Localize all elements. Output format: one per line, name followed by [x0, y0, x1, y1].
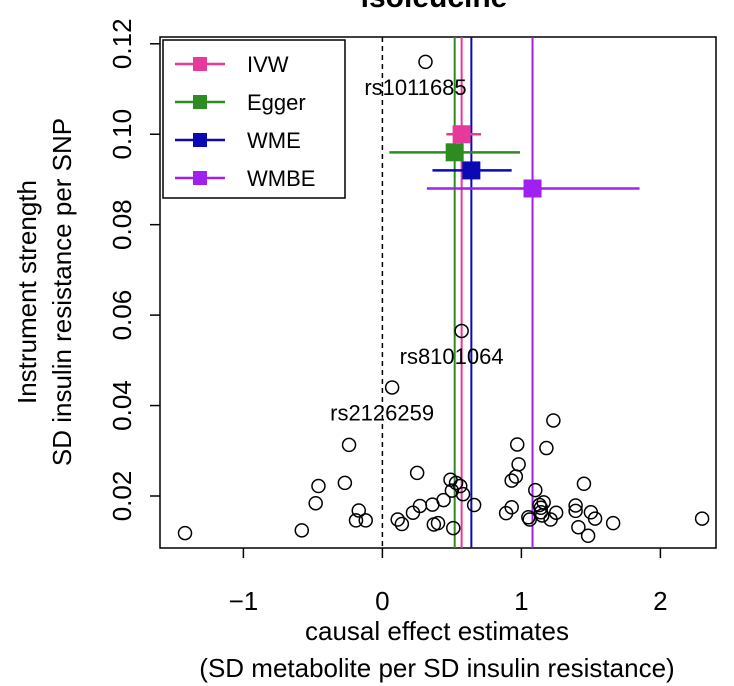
snp-point — [448, 475, 464, 491]
y-tick-label: 0.06 — [107, 290, 137, 341]
y-tick-label: 0.10 — [107, 109, 137, 160]
snp-point — [587, 511, 603, 526]
y-tick-label: 0.12 — [107, 18, 137, 69]
snp-point — [539, 440, 554, 456]
snp-point — [409, 465, 425, 481]
snp-point — [394, 516, 410, 532]
snp-point — [446, 520, 461, 536]
y-tick-label: 0.04 — [107, 380, 137, 431]
snp-point — [694, 511, 710, 526]
snp-point — [294, 523, 310, 538]
plot-frame — [159, 36, 717, 549]
x-axis-title-line1: causal effect estimates — [305, 616, 569, 646]
snp-point — [521, 509, 536, 525]
snp-point — [571, 519, 586, 535]
snp-point — [548, 505, 564, 520]
estimate-marker-wmbe — [523, 179, 542, 198]
x-axis-title-line2: (SD metabolite per SD insulin resistance… — [199, 653, 674, 683]
snp-point — [341, 437, 357, 453]
legend-label: IVW — [247, 52, 289, 77]
snp-point — [546, 413, 561, 428]
legend-label: WME — [247, 128, 301, 153]
estimate-marker-egger — [445, 143, 464, 162]
legend-marker-egger — [193, 95, 207, 109]
snp-point — [418, 54, 433, 70]
plot-marks: rs1011685 rs8101064 rs2126259 — [177, 37, 710, 548]
snp-point — [436, 492, 451, 508]
snp-point — [348, 513, 364, 528]
estimate-marker-wme — [462, 161, 481, 180]
snp-point — [511, 457, 526, 472]
y-tick-label: 0.02 — [107, 471, 137, 522]
snp-point — [522, 512, 537, 527]
snp-point — [384, 380, 400, 395]
legend-marker-wme — [193, 133, 207, 147]
legend-marker-ivw — [193, 57, 207, 71]
x-tick-label: −1 — [229, 586, 259, 616]
estimate-marker-ivw — [452, 125, 471, 144]
snp-point — [430, 515, 446, 531]
snp-point — [605, 515, 621, 531]
snp-label: rs8101064 — [400, 344, 504, 369]
snp-point — [177, 525, 193, 541]
snp-point — [580, 528, 596, 544]
snp-point — [390, 512, 405, 527]
snp-point — [576, 476, 592, 492]
y-axis-title-line1: Instrument strength — [12, 180, 42, 404]
x-tick-label: 0 — [375, 586, 389, 616]
snp-point — [311, 478, 326, 494]
legend-label: WMBE — [247, 166, 315, 191]
x-tick-label: 1 — [514, 586, 528, 616]
snp-point — [454, 323, 469, 339]
snp-point — [466, 497, 482, 513]
snp-point — [358, 513, 373, 528]
snp-point — [455, 486, 471, 502]
snp-point — [351, 503, 367, 518]
legend-label: Egger — [247, 90, 306, 115]
snp-point — [504, 473, 519, 488]
snp-point — [509, 437, 525, 452]
snp-point — [528, 482, 543, 498]
legend-marker-wmbe — [193, 171, 207, 185]
x-tick-label: 2 — [653, 586, 667, 616]
snp-label: rs2126259 — [330, 400, 434, 425]
snp-point — [452, 478, 468, 494]
snp-label: rs1011685 — [364, 75, 466, 100]
y-tick-label: 0.08 — [107, 199, 137, 250]
snp-point — [308, 495, 323, 511]
snp-point — [504, 500, 519, 515]
snp-point — [536, 495, 551, 510]
chart-title: isoleucine — [361, 0, 508, 14]
snp-point — [568, 498, 583, 513]
legend: IVW Egger WME WMBE — [162, 39, 346, 199]
snp-point — [337, 475, 353, 491]
axes: −1 0 1 2 0.02 0.04 0.06 0.08 0.10 0.12 — [107, 18, 668, 616]
snp-point — [568, 503, 583, 519]
y-axis-title-line2: SD insulin resistance per SNP — [47, 118, 77, 466]
